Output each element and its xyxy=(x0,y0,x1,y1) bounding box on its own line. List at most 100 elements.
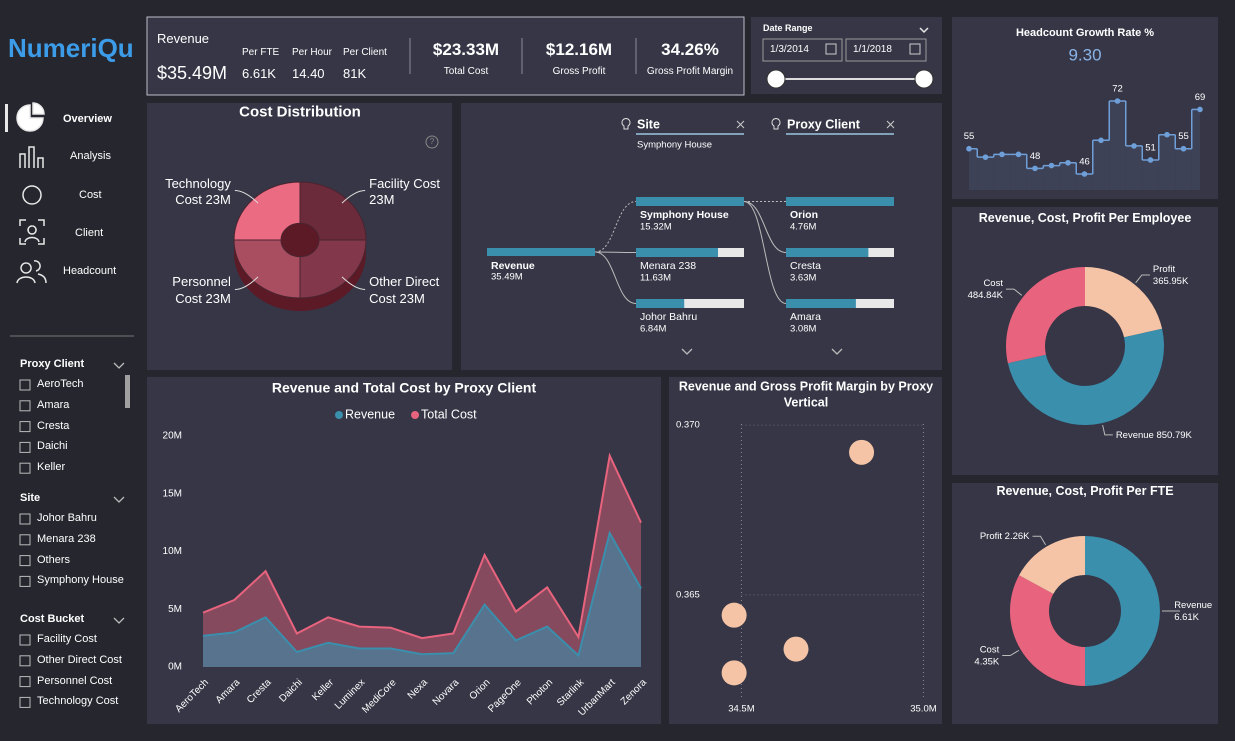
date-title: Date Range xyxy=(763,23,813,33)
filter-item[interactable]: AeroTech xyxy=(37,378,84,390)
nav-item[interactable]: Overview xyxy=(63,113,112,125)
decomp-root-name: Revenue xyxy=(491,260,535,272)
donut-label: Profit 2.26K xyxy=(980,531,1030,542)
checkbox[interactable] xyxy=(19,462,31,474)
x-tick-label: 35.0M xyxy=(910,704,936,715)
calendar-icon[interactable] xyxy=(909,43,921,55)
checkbox[interactable] xyxy=(19,655,31,667)
filter-item[interactable]: Facility Cost xyxy=(37,633,97,645)
date-end[interactable]: 1/1/2018 xyxy=(853,44,892,55)
series-line xyxy=(202,452,642,640)
step-area xyxy=(1191,109,1200,190)
legend-label: Revenue xyxy=(345,407,395,421)
calendar-icon[interactable] xyxy=(825,43,837,55)
label-category: Revenue xyxy=(1174,600,1212,611)
filter-chevron xyxy=(113,362,125,369)
donut-slice xyxy=(1019,536,1085,594)
pie-label-value: 23M xyxy=(205,191,231,207)
field-close[interactable] xyxy=(736,120,745,129)
nav-item[interactable]: Cost xyxy=(79,189,102,201)
date-input[interactable] xyxy=(762,38,843,62)
donut-slice xyxy=(1085,536,1160,686)
data-label: 48 xyxy=(1030,151,1041,162)
field-close[interactable] xyxy=(886,120,895,129)
pie-slice xyxy=(233,239,301,299)
slider-handle[interactable] xyxy=(766,69,786,89)
legend-swatch xyxy=(335,411,343,419)
checkbox[interactable] xyxy=(19,513,31,525)
filter-item[interactable]: Others xyxy=(37,553,71,566)
data-label: 46 xyxy=(1079,157,1090,168)
filter-item[interactable]: Amara xyxy=(37,398,70,411)
donut-slice xyxy=(1085,267,1163,338)
date-input[interactable] xyxy=(845,38,927,62)
panels xyxy=(146,16,1218,724)
bulb-icon xyxy=(771,118,781,130)
checkbox[interactable] xyxy=(19,421,31,433)
decomp-root-value: 35.49M xyxy=(491,272,523,283)
bubble xyxy=(721,602,747,628)
checkbox[interactable] xyxy=(19,379,31,391)
pie-label-value: 23M xyxy=(205,290,231,306)
date-start[interactable]: 1/3/2014 xyxy=(770,44,809,55)
filter-item[interactable]: Symphony House xyxy=(37,574,124,587)
checkbox[interactable] xyxy=(19,555,31,567)
filter-item[interactable]: Keller xyxy=(37,461,66,474)
marker xyxy=(1131,143,1137,149)
icon-overview xyxy=(16,104,44,132)
nav-item[interactable]: Analysis xyxy=(70,150,111,162)
marker xyxy=(1098,137,1104,144)
marker xyxy=(982,154,989,160)
kpi-card-value: $23.33M xyxy=(432,40,500,59)
donut-label: Revenue 6.61K xyxy=(1174,600,1212,623)
help-circle[interactable] xyxy=(425,135,439,149)
expand-chevron xyxy=(831,348,843,355)
y-tick-label: 10M xyxy=(163,546,182,557)
filter-item[interactable]: Menara 238 xyxy=(37,532,96,545)
slider-handle[interactable] xyxy=(914,69,934,89)
y-tick-label: 20M xyxy=(163,431,182,442)
y-tick-label: 0.370 xyxy=(676,420,700,431)
decomp-field: Proxy Client xyxy=(787,117,861,131)
checkbox[interactable] xyxy=(19,575,31,587)
label-category: Cost xyxy=(980,644,1000,655)
data-label: 72 xyxy=(1112,84,1123,95)
checkbox[interactable] xyxy=(19,400,31,412)
donut-label: Cost 484.84K xyxy=(968,278,1004,301)
scrollbar[interactable] xyxy=(125,375,130,408)
kpi-detail-value: 81K xyxy=(343,66,367,81)
checkbox[interactable] xyxy=(19,441,31,453)
filter-item[interactable]: Personnel Cost xyxy=(37,674,113,687)
filter-item[interactable]: Other Direct Cost xyxy=(37,653,122,666)
filter-chevron xyxy=(113,617,125,624)
kpi-detail-value: 14.40 xyxy=(292,66,325,81)
nav-item[interactable]: Headcount xyxy=(63,265,117,277)
pie-label-category: Other Direct Cost xyxy=(369,274,440,306)
filter-item[interactable]: Daichi xyxy=(37,440,68,453)
connector xyxy=(594,251,637,304)
step-area xyxy=(1059,162,1077,190)
filter-item[interactable]: Cresta xyxy=(37,419,70,432)
donut-label: Cost 4.35K xyxy=(974,644,999,667)
checkbox[interactable] xyxy=(19,676,31,688)
leader-line xyxy=(1002,649,1020,657)
decomp-field: Site xyxy=(637,117,660,131)
checkbox[interactable] xyxy=(19,634,31,646)
checkbox[interactable] xyxy=(19,534,31,546)
pie-label-value: 23M xyxy=(369,191,395,207)
pie-label: Personnel Cost 23M xyxy=(157,274,231,307)
label-value: 4.35K xyxy=(974,656,999,667)
marker xyxy=(1147,157,1154,163)
kpi-detail-label: Per Hour xyxy=(292,47,333,58)
decomp-value: 15.32M xyxy=(640,222,672,233)
marker xyxy=(1180,145,1187,152)
checkbox[interactable] xyxy=(19,696,31,708)
nav-item[interactable]: Client xyxy=(75,227,104,239)
donut-label: Revenue 850.79K xyxy=(1116,429,1193,440)
date-controls xyxy=(762,38,934,89)
chart-title: Revenue and Gross Profit Margin by Proxy… xyxy=(678,379,934,409)
chart-title: Revenue, Cost, Profit Per FTE xyxy=(996,484,1174,499)
filter-item[interactable]: Johor Bahru xyxy=(37,512,97,524)
filter-item[interactable]: Technology Cost xyxy=(37,695,119,708)
